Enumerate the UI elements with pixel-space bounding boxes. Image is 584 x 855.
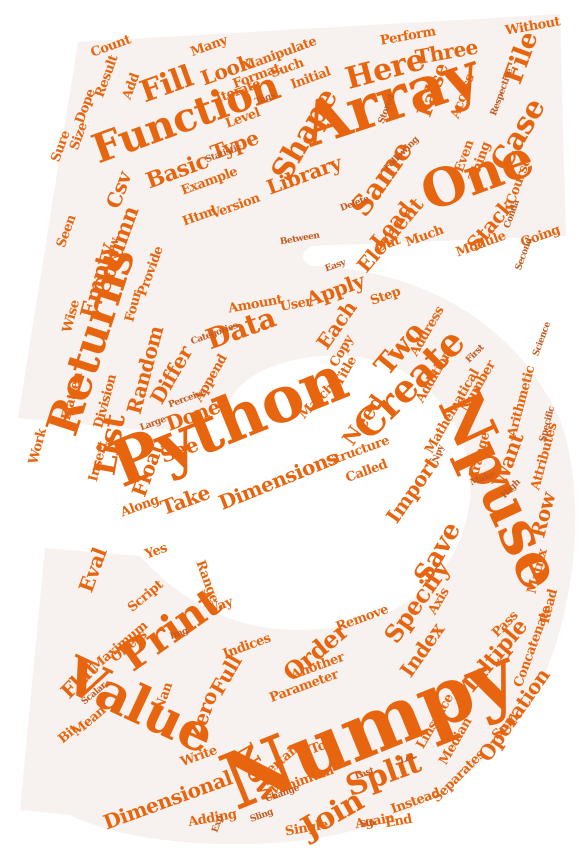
five-silhouette [18, 14, 576, 845]
